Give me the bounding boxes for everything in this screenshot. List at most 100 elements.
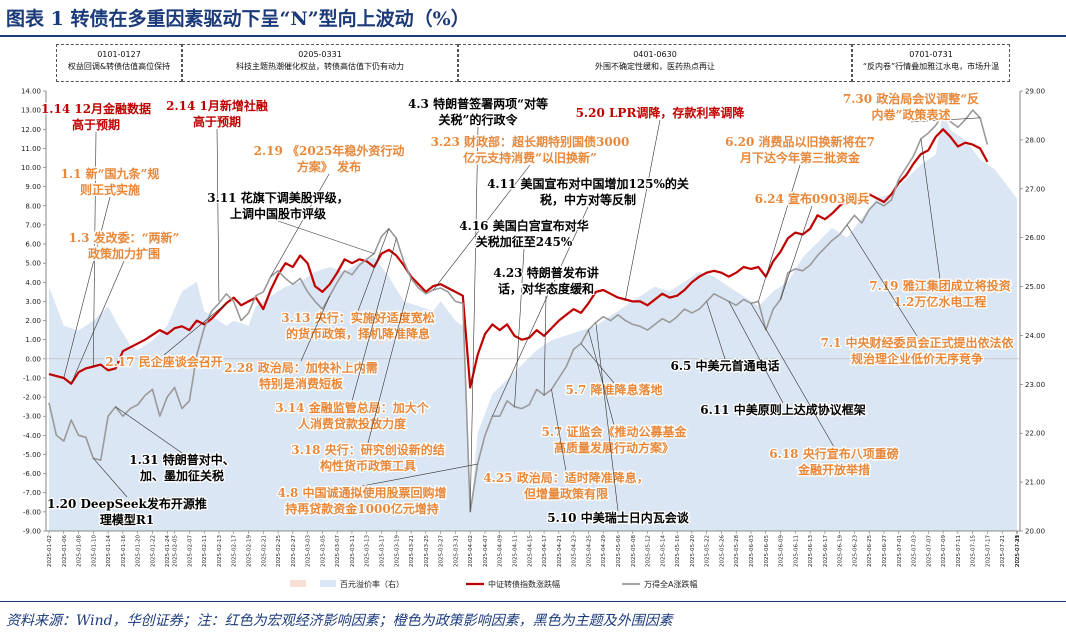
- left-tick-label: 13.00: [21, 107, 41, 115]
- annotation-leader: [93, 458, 128, 498]
- x-tick-label: 2025-03-07: [335, 535, 341, 567]
- x-tick-label: 2025-02-25: [276, 535, 282, 567]
- period-desc: 外围不确定性缓和，医药热点再让: [595, 62, 715, 71]
- period-date: 0401-0630: [633, 50, 677, 59]
- annotation-text: 2.19 《2025年稳外资行动: [254, 143, 405, 158]
- left-tick-label: -1.00: [23, 374, 41, 382]
- annotation-leader: [63, 196, 111, 379]
- left-tick-label: 14.00: [21, 88, 41, 96]
- x-tick-label: 2025-07-11: [956, 535, 962, 567]
- annotation-text: 5.10 中美瑞士日内瓦会谈: [547, 510, 689, 525]
- annotation-text: 高于预期: [193, 114, 241, 129]
- series-wind-a-line: [48, 109, 989, 513]
- annotation-leader: [93, 131, 97, 367]
- annotation-text: 持再贷款资金1000亿元增持: [285, 501, 438, 516]
- annotation-leader: [70, 260, 125, 384]
- annotation-leader: [361, 463, 478, 487]
- annotation-text: 1.14 12月金融数据: [41, 101, 151, 116]
- x-tick-label: 2025-01-20: [136, 535, 142, 567]
- left-tick-label: 1.00: [25, 336, 41, 344]
- legend-label-cb: 中证转债指数涨跌幅: [488, 579, 560, 589]
- annotation-26: 6.11 中美原则上达成协议框架: [699, 301, 867, 418]
- annotation-text: 的货币政策，择机降准降息: [286, 326, 430, 341]
- annotation-text: 6.5 中美元首通电话: [670, 358, 779, 373]
- right-tick-label: 21.00: [1025, 479, 1045, 487]
- period-box-3: 0401-0630 外围不确定性缓和，医药热点再让: [458, 44, 852, 82]
- annotation-leader: [433, 164, 531, 291]
- left-tick-label: 3.00: [25, 298, 41, 306]
- annotation-leader: [270, 173, 330, 277]
- annotation-text: 金融开放举措: [797, 462, 870, 477]
- annotation-text: 7.19 雅江集团成立将投资: [869, 278, 1010, 293]
- period-box-2: 0205-0331 科技主题热潮催化权益，转债高估值下仍有动力: [182, 44, 458, 82]
- annotation-28: 6.24 宣布0903阅兵: [753, 190, 871, 300]
- left-tick-label: -6.00: [23, 470, 41, 478]
- x-tick-label: 2025-04-02: [468, 535, 474, 567]
- legend-swatch-blank: [290, 580, 306, 587]
- annotation-leader: [780, 205, 813, 300]
- x-tick-label: 2025-07-21: [1000, 535, 1006, 567]
- x-tick-label: 2025-07-07: [926, 535, 932, 567]
- x-tick-label: 2025-03-21: [409, 535, 415, 567]
- annotation-text: 2.14 1月新增社融: [166, 98, 268, 113]
- right-tick-label: 23.00: [1025, 381, 1045, 389]
- left-tick-label: 10.00: [21, 164, 41, 172]
- left-tick-label: -4.00: [23, 432, 41, 440]
- annotation-9: 3.11 花旗下调美股评级，上调中国股市评级: [206, 189, 375, 254]
- left-tick-label: 4.00: [25, 279, 41, 287]
- x-tick-label: 2025-01-22: [150, 535, 156, 567]
- annotation-30: 7.30 政治局会议调整“反内卷”政策表述: [842, 90, 981, 124]
- x-tick-label: 2025-04-11: [513, 535, 519, 567]
- x-tick-label: 2025-05-06: [616, 535, 622, 567]
- annotation-text: 1.2万亿水电工程: [894, 294, 987, 309]
- x-tick-label: 2025-01-08: [77, 535, 83, 567]
- x-tick-label: 2025-02-07: [187, 535, 193, 567]
- left-tick-label: 12.00: [21, 126, 41, 134]
- x-tick-label: 2025-04-09: [498, 535, 504, 567]
- x-tick-label: 2025-07-29: [1015, 535, 1021, 567]
- left-tick-label: -8.00: [23, 508, 41, 516]
- x-tick-label: 2025-06-17: [823, 535, 829, 567]
- left-tick-label: -7.00: [23, 489, 41, 497]
- annotation-text: 3.11 花旗下调美股评级，: [207, 190, 348, 205]
- annotation-text: 高于预期: [72, 117, 120, 132]
- annotation-text: 4.16 美国白宫宣布对华: [459, 218, 588, 233]
- annotation-text: 则正式实施: [80, 182, 140, 197]
- annotation-text: 4.11 美国宣布对中国增加125%的关: [487, 176, 689, 191]
- annotation-text: 方案》 发布: [297, 159, 361, 174]
- annotation-leader: [367, 278, 412, 444]
- annotation-text: 构性货币政策工具: [320, 458, 416, 473]
- left-tick-label: -2.00: [23, 394, 41, 402]
- x-tick-label: 2025-07-03: [912, 535, 918, 567]
- annotation-leader: [910, 117, 981, 123]
- left-tick-label: 11.00: [21, 145, 41, 153]
- x-tick-label: 2025-06-27: [882, 535, 888, 567]
- annotation-text: 4.3 特朗普签署两项“对等: [408, 96, 548, 111]
- annotation-text: 2.17 民企座谈会召开: [105, 354, 222, 369]
- left-tick-label: 6.00: [25, 241, 41, 249]
- annotation-leader: [216, 128, 220, 302]
- x-tick-label: 2025-03-17: [380, 535, 386, 567]
- annotation-leader: [595, 322, 619, 512]
- annotation-leader: [351, 238, 397, 402]
- x-tick-label: 2025-06-25: [867, 535, 873, 567]
- x-tick-label: 2025-07-15: [971, 535, 977, 567]
- right-tick-label: 29.00: [1025, 88, 1045, 96]
- annotation-text: 1.1 新“国九条”规: [61, 166, 160, 181]
- annotation-leader: [728, 301, 784, 404]
- x-tick-label: 2025-06-09: [779, 535, 785, 567]
- annotation-6: 1.31 特朗普对中、加、墨加征关税: [115, 406, 236, 484]
- annotation-leader: [625, 119, 661, 300]
- legend-swatch-area: [320, 580, 336, 587]
- left-tick-label: 9.00: [25, 183, 41, 191]
- left-tick-label: -3.00: [23, 413, 41, 421]
